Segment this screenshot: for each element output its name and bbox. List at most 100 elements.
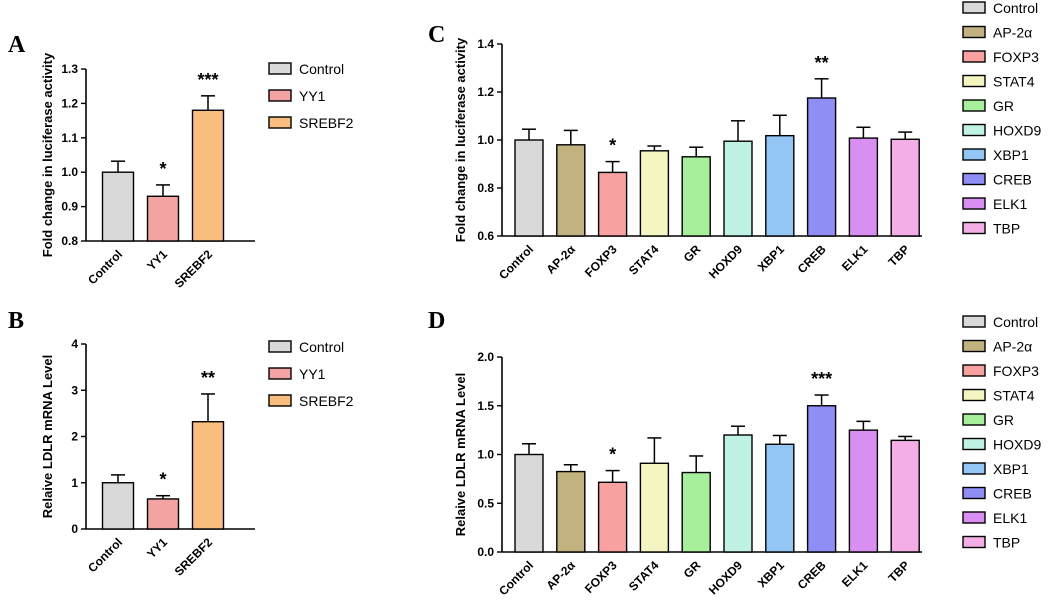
panel-d-legend-swatch (962, 486, 986, 500)
panel-c-legend-swatch (962, 148, 986, 161)
panel-a-bar-srebf2 (191, 109, 225, 242)
panel-c-category-label: AP-2α (543, 242, 578, 277)
panel-c-category-label: HOXD9 (706, 242, 745, 281)
panel-b-category-label: SREBF2 (172, 535, 216, 579)
panel-b-legend-label: YY1 (299, 366, 326, 382)
panel-b-legend-swatch (268, 367, 292, 380)
panel-a-category-label: YY1 (144, 247, 170, 273)
panel-d-category-label: ELK1 (839, 558, 871, 590)
panel-d-ytick-label: 0.0 (477, 545, 494, 559)
panel-a-ytick-label: 0.9 (61, 200, 78, 214)
panel-d-legend-swatch (962, 413, 986, 426)
panel-c-ytick-label: 1.2 (477, 85, 494, 99)
panel-d-legend-label: ELK1 (993, 510, 1027, 526)
panel-d-bar-foxp3 (597, 481, 628, 553)
panel-d-ytick-label: 1.0 (477, 448, 494, 462)
panel-c-legend-swatch (962, 221, 986, 235)
panel-c-bar-gr (681, 156, 711, 237)
panel-a-ytick-label: 0.8 (61, 234, 78, 248)
panel-a-legend-label: SREBF2 (299, 115, 354, 131)
panel-d-category-label: STAT4 (626, 558, 662, 594)
panel-d-legend-label: Control (993, 314, 1038, 330)
panel-c-bar-foxp3 (597, 171, 628, 237)
panel-d-legend-swatch (962, 364, 986, 377)
panel-d-bar-elk1 (848, 429, 879, 553)
panel-a-significance-yy1: * (159, 159, 166, 179)
panel-a-ytick-label: 1.1 (61, 131, 78, 145)
panel-c-legend-swatch (962, 172, 986, 186)
panel-a-bar-yy1 (146, 195, 180, 242)
panel-a-ytick-label: 1.0 (61, 165, 78, 179)
panel-a-legend-label: Control (299, 61, 344, 77)
panel-c-legend-swatch (962, 197, 986, 210)
panel-c-legend-label: TBP (993, 221, 1020, 237)
panel-c-bar-stat4 (639, 150, 670, 237)
panel-d-category-label: GR (681, 558, 704, 581)
panel-d-bar-stat4 (639, 462, 670, 553)
panel-b-ytick-label: 4 (71, 337, 78, 351)
panel-d-significance-foxp3: * (609, 445, 616, 465)
panel-b-ytick-label: 3 (71, 383, 78, 397)
panel-b-bar-control (101, 482, 135, 530)
panel-c-category-label: FOXP3 (582, 242, 620, 280)
panel-d-legend-label: GR (993, 412, 1014, 428)
panel-c-category-label: GR (681, 242, 704, 265)
panel-c-y-axis-title: Fold change in luciferase activity (453, 37, 468, 242)
panel-c-category-label: XBP1 (755, 242, 787, 274)
panel-c-bar-control (514, 139, 544, 237)
panel-b-bar-yy1 (146, 498, 180, 530)
panel-b-bar-srebf2 (191, 421, 225, 530)
panel-d-legend-swatch (962, 462, 986, 475)
panel-b-legend-swatch (268, 394, 292, 407)
panel-b-ytick-label: 1 (71, 476, 78, 490)
panel-d-category-label: HOXD9 (706, 558, 745, 597)
panel-c-legend-label: STAT4 (993, 74, 1035, 90)
panel-a-legend-label: YY1 (299, 88, 326, 104)
panel-c-category-label: Control (496, 242, 536, 282)
panel-b-ytick-label: 2 (71, 430, 78, 444)
panel-c-category-label: TBP (885, 242, 912, 269)
panel-d-significance-creb: *** (811, 369, 832, 389)
panel-c-legend-label: HOXD9 (993, 123, 1041, 139)
panel-d-legend-label: STAT4 (993, 388, 1035, 404)
panel-d-legend-swatch (962, 511, 986, 524)
panel-d-bar-creb (806, 405, 837, 553)
panel-c-bar-xbp1 (765, 134, 795, 237)
panel-b-label: B (8, 308, 24, 334)
panel-c-legend-label: ELK1 (993, 196, 1027, 212)
panel-a-ytick-label: 1.2 (61, 96, 78, 110)
panel-d-label: D (428, 308, 445, 334)
panel-c-category-label: ELK1 (839, 242, 871, 274)
panel-d-ytick-label: 1.5 (477, 399, 494, 413)
panel-b-legend-label: SREBF2 (299, 393, 354, 409)
panel-c-legend-label: XBP1 (993, 147, 1029, 163)
panel-c-legend-swatch (962, 1, 986, 14)
panel-b-significance-yy1: * (159, 470, 166, 490)
panel-a-label: A (8, 32, 26, 58)
panel-b-significance-srebf2: ** (201, 368, 215, 388)
panel-c-category-label: CREB (795, 242, 829, 276)
panel-c-legend-label: Control (993, 0, 1038, 16)
panel-b-legend-label: Control (299, 339, 344, 355)
panel-c-ytick-label: 0.8 (477, 181, 494, 195)
panel-c-legend-label: CREB (993, 172, 1032, 188)
panel-a-significance-srebf2: *** (197, 70, 218, 90)
panel-d-legend-swatch (962, 339, 986, 353)
panel-c-legend-swatch (962, 25, 986, 39)
panel-a-category-label: Control (85, 247, 125, 287)
panel-a-category-label: SREBF2 (172, 247, 216, 291)
panel-d-ytick-label: 2.0 (477, 350, 494, 364)
panel-a-legend-swatch (268, 116, 292, 129)
panel-c-legend-label: GR (993, 98, 1014, 114)
panel-d-legend-label: TBP (993, 535, 1020, 551)
panel-c-significance-creb: ** (815, 53, 829, 73)
panel-c-ytick-label: 1.0 (477, 133, 494, 147)
panel-d-category-label: TBP (885, 558, 912, 585)
panel-c-legend-label: FOXP3 (993, 49, 1039, 65)
panel-d-legend-label: CREB (993, 486, 1032, 502)
panel-c-bar-creb (806, 97, 837, 237)
panel-a-ytick-label: 1.3 (61, 62, 78, 76)
panel-c-legend-swatch (962, 50, 986, 63)
panel-b-category-label: YY1 (144, 535, 170, 561)
